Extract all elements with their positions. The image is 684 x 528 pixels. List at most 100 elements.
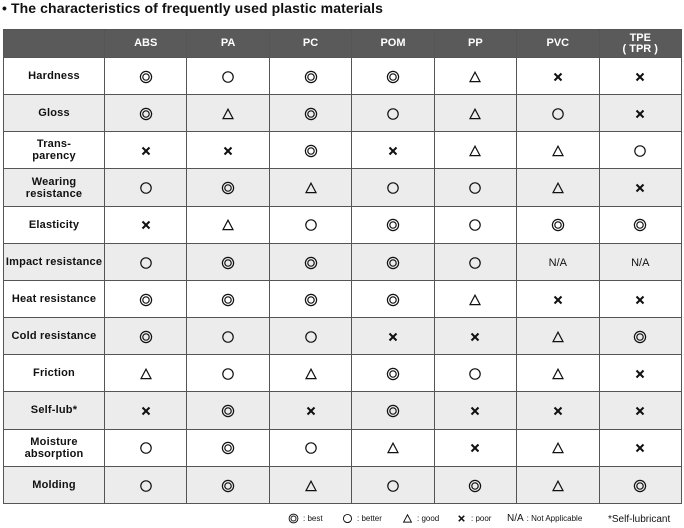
rating-cell: [103, 94, 188, 133]
footnote: *Self-lubricant: [608, 514, 671, 525]
table-row: Gloss: [3, 94, 683, 133]
circle-icon: [139, 441, 153, 455]
rating-cell: [103, 354, 188, 393]
cross-icon: [551, 404, 565, 418]
rating-cell: [103, 391, 188, 430]
double-circle-icon: [221, 293, 235, 307]
column-header-tpe: TPE( TPR ): [598, 29, 683, 58]
rating-cell: [103, 465, 188, 505]
row-label: Elasticity: [3, 205, 105, 244]
cross-icon: [139, 144, 153, 158]
table-row: Hardness: [3, 56, 683, 96]
rating-cell: [351, 56, 435, 96]
circle-icon: [221, 367, 235, 381]
circle-icon: [221, 70, 235, 84]
double-circle-icon: [221, 404, 235, 418]
rating-cell: [268, 428, 353, 467]
row-label: Molding: [3, 465, 105, 505]
rating-cell: [103, 242, 188, 281]
cross-icon: [139, 218, 153, 232]
legend-best: : best: [288, 513, 323, 524]
rating-cell: [598, 94, 683, 133]
row-label: Wearing resistance: [3, 168, 105, 207]
rating-cell: [268, 168, 353, 207]
rating-cell: [268, 354, 353, 393]
legend-better-label: : better: [357, 514, 382, 523]
cross-icon: [633, 293, 647, 307]
cross-icon: [468, 404, 482, 418]
cross-icon: [386, 144, 400, 158]
double-circle-icon: [386, 218, 400, 232]
rating-cell: [186, 354, 270, 393]
rating-cell: [103, 428, 188, 467]
table-row: Impact resistance N/A N/A: [3, 242, 683, 281]
triangle-icon: [551, 441, 565, 455]
rating-cell: [516, 428, 600, 467]
cross-icon: [456, 513, 467, 524]
rating-cell: [516, 354, 600, 393]
rating-cell: [103, 56, 188, 96]
cross-icon: [633, 367, 647, 381]
rating-cell: [103, 131, 188, 170]
cross-icon: [633, 441, 647, 455]
row-label: Friction: [3, 354, 105, 393]
double-circle-icon: [386, 367, 400, 381]
rating-cell: [516, 94, 600, 133]
rating-cell: [433, 428, 518, 467]
legend-good-label: : good: [417, 514, 440, 523]
na-text: N/A: [548, 257, 567, 270]
circle-icon: [468, 256, 482, 270]
double-circle-icon: [139, 293, 153, 307]
rating-cell: [433, 465, 518, 505]
row-label: Impact resistance: [3, 242, 105, 281]
rating-cell: [433, 168, 518, 207]
rating-cell: [433, 354, 518, 393]
rating-cell: [186, 168, 270, 207]
cross-icon: [139, 404, 153, 418]
rating-cell: [351, 168, 435, 207]
cross-icon: [633, 107, 647, 121]
row-label: Gloss: [3, 94, 105, 133]
rating-cell: [598, 205, 683, 244]
double-circle-icon: [551, 218, 565, 232]
rating-cell: [268, 131, 353, 170]
circle-icon: [139, 181, 153, 195]
triangle-icon: [468, 70, 482, 84]
rating-cell: [598, 131, 683, 170]
table-row: Cold resistance: [3, 317, 683, 356]
header-corner: [3, 29, 105, 58]
double-circle-icon: [386, 404, 400, 418]
triangle-icon: [304, 181, 318, 195]
double-circle-icon: [288, 513, 299, 524]
rating-cell: [433, 391, 518, 430]
cross-icon: [633, 181, 647, 195]
double-circle-icon: [633, 330, 647, 344]
double-circle-icon: [304, 70, 318, 84]
rating-cell: [351, 131, 435, 170]
column-header-pa: PA: [186, 29, 270, 58]
double-circle-icon: [221, 479, 235, 493]
rating-cell: [186, 131, 270, 170]
legend-na-symbol: N/A: [507, 513, 524, 524]
circle-icon: [386, 479, 400, 493]
table-row: Trans-parency: [3, 131, 683, 170]
legend-na: N/A : Not Applicable: [507, 513, 582, 524]
rating-cell: [598, 56, 683, 96]
triangle-icon: [551, 330, 565, 344]
rating-cell: [186, 428, 270, 467]
legend-poor-label: : poor: [471, 514, 492, 523]
rating-cell: [351, 354, 435, 393]
triangle-icon: [221, 107, 235, 121]
circle-icon: [386, 107, 400, 121]
rating-cell: [351, 317, 435, 356]
triangle-icon: [551, 479, 565, 493]
rating-cell: [268, 205, 353, 244]
rating-cell: [268, 56, 353, 96]
table-row: Elasticity: [3, 205, 683, 244]
rating-cell: [598, 391, 683, 430]
circle-icon: [304, 441, 318, 455]
triangle-icon: [468, 293, 482, 307]
double-circle-icon: [386, 70, 400, 84]
row-label: Moisture absorption: [3, 428, 105, 467]
circle-icon: [221, 330, 235, 344]
